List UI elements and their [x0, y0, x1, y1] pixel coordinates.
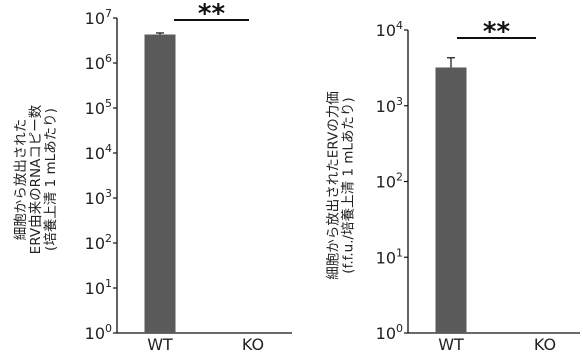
- y-tick-label-exponent: 1: [396, 246, 403, 259]
- y-tick-label: 106: [85, 52, 112, 73]
- y-tick-label-base: 10: [376, 97, 396, 116]
- y-tick-label-base: 10: [85, 279, 105, 298]
- y-tick-label-exponent: 3: [105, 187, 112, 200]
- y-tick-label: 100: [376, 322, 403, 343]
- y-axis-label-line: (培養上清 1 mLあたり): [42, 108, 59, 251]
- bar-wt: [435, 67, 467, 333]
- y-tick-label: 100: [85, 322, 112, 343]
- y-tick-label-base: 10: [376, 248, 396, 267]
- y-tick-label-base: 10: [85, 234, 105, 253]
- y-tick-label: 107: [85, 7, 112, 28]
- y-tick-label-exponent: 1: [105, 277, 112, 290]
- y-tick-label-exponent: 0: [105, 322, 112, 335]
- y-tick-label-exponent: 4: [396, 19, 403, 32]
- y-tick-label: 104: [85, 142, 112, 163]
- y-tick-label-base: 10: [85, 189, 105, 208]
- y-tick-label-base: 10: [85, 54, 105, 73]
- y-tick-label-base: 10: [85, 144, 105, 163]
- y-tick-label-exponent: 6: [105, 52, 112, 65]
- significance-label: **: [483, 17, 511, 47]
- y-tick-label-exponent: 4: [105, 142, 112, 155]
- y-axis-label-line: ERV由来のRNAコピー数: [28, 104, 44, 254]
- y-tick-label-exponent: 2: [105, 232, 112, 245]
- y-axis-label: 細胞から放出されたERVの力価(f.f.u./培養上清 1 mLあたり): [326, 91, 357, 279]
- y-tick-label: 101: [376, 246, 403, 267]
- y-tick-label-exponent: 2: [396, 171, 403, 184]
- y-tick-label: 102: [376, 171, 403, 192]
- y-tick-label-base: 10: [85, 99, 105, 118]
- y-tick-label-base: 10: [376, 21, 396, 40]
- y-tick-label: 102: [85, 232, 112, 253]
- significance-label: **: [198, 0, 226, 29]
- y-tick-label-exponent: 3: [396, 95, 403, 108]
- y-tick-label: 103: [85, 187, 112, 208]
- y-tick-label: 103: [376, 95, 403, 116]
- y-tick-label: 104: [376, 19, 403, 40]
- y-tick-label-exponent: 7: [105, 7, 112, 20]
- y-tick-label-base: 10: [376, 173, 396, 192]
- x-tick-label-ko: KO: [534, 335, 556, 354]
- x-tick-label-ko: KO: [242, 335, 264, 354]
- y-tick-label-exponent: 5: [105, 97, 112, 110]
- y-tick-label-base: 10: [85, 324, 105, 343]
- y-tick-label-base: 10: [376, 324, 396, 343]
- y-tick-label-base: 10: [85, 9, 105, 28]
- y-tick-label-exponent: 0: [396, 322, 403, 335]
- y-tick-label: 101: [85, 277, 112, 298]
- x-tick-label-wt: WT: [147, 335, 173, 354]
- y-axis-label: 細胞から放出されたERV由来のRNAコピー数(培養上清 1 mLあたり): [13, 104, 59, 254]
- x-tick-label-wt: WT: [438, 335, 464, 354]
- y-axis-label-line: (f.f.u./培養上清 1 mLあたり): [340, 97, 357, 273]
- bar-wt: [144, 34, 176, 333]
- y-axis-label-line: 細胞から放出された: [13, 119, 29, 241]
- y-axis-label-line: 細胞から放出されたERVの力価: [326, 91, 342, 279]
- y-tick-label: 105: [85, 97, 112, 118]
